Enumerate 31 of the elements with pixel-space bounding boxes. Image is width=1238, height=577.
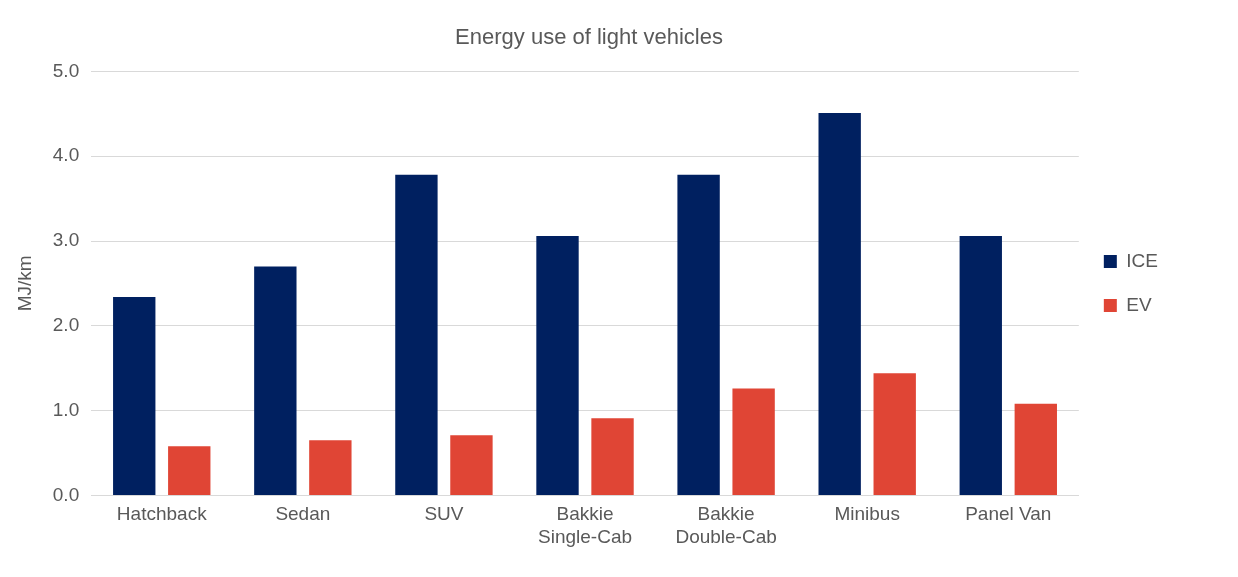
bar (254, 266, 297, 495)
x-tick-label: Minibus (834, 503, 900, 525)
x-tick-label: SUV (424, 503, 464, 525)
x-tick-label: Bakkie Single-Cab (538, 503, 633, 547)
y-tick-label: 0.0 (52, 483, 80, 505)
y-tick-label: 5.0 (52, 59, 80, 81)
x-tick-label: Sedan (275, 503, 331, 525)
bar (395, 174, 438, 495)
y-tick-label: 3.0 (52, 229, 80, 251)
bar (536, 235, 579, 495)
bar (959, 235, 1002, 495)
legend-label: ICE (1126, 249, 1159, 271)
x-tick-label: Bakkie Double-Cab (675, 503, 777, 547)
bar (1014, 403, 1057, 495)
x-tick-label: Hatchback (116, 503, 208, 525)
bar (677, 174, 720, 495)
legend-label: EV (1126, 293, 1152, 315)
bar (873, 373, 916, 495)
y-tick-label: 2.0 (52, 314, 80, 336)
bar (818, 112, 861, 495)
bar (732, 388, 775, 495)
bar (450, 435, 493, 495)
y-tick-label: 4.0 (52, 144, 80, 166)
y-tick-label: 1.0 (52, 398, 80, 420)
bar (591, 418, 634, 495)
chart-title: Energy use of light vehicles (455, 24, 723, 50)
y-axis-title: MJ/km (13, 255, 35, 312)
bar (168, 446, 211, 495)
x-tick-label: Panel Van (965, 503, 1052, 525)
bar (309, 440, 352, 495)
bar (113, 296, 156, 495)
